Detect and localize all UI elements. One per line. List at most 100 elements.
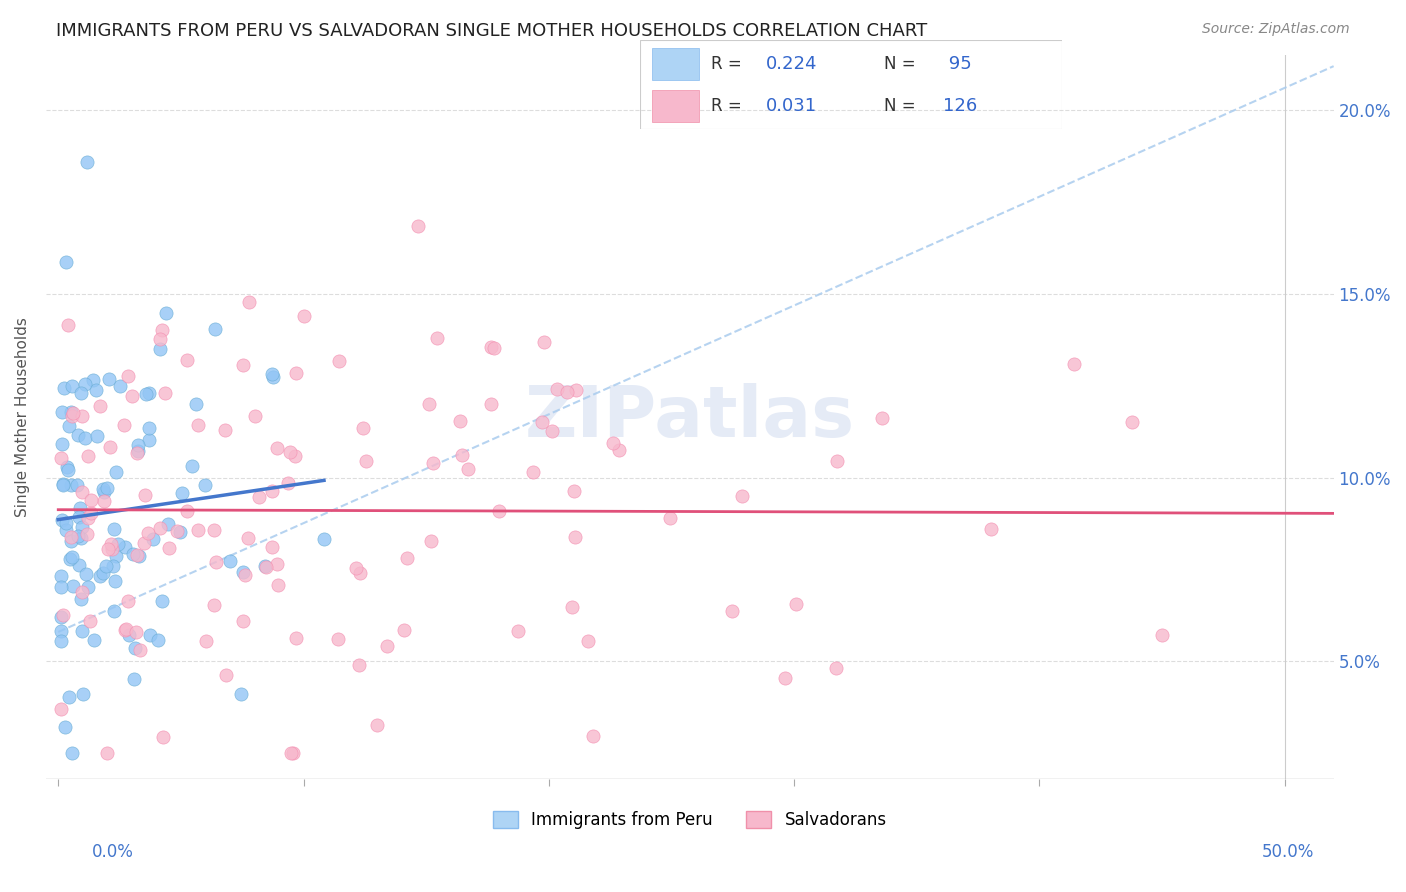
Point	[59, 477, 82, 491]
Point	[186, 397, 208, 411]
Point	[176, 504, 198, 518]
Point	[138, 628, 160, 642]
Point	[125, 625, 148, 640]
Point	[49, 451, 72, 466]
Point	[77, 449, 100, 463]
Point	[214, 423, 236, 437]
Point	[105, 549, 128, 563]
Point	[285, 632, 308, 646]
Point	[129, 643, 152, 657]
Point	[153, 386, 176, 401]
Point	[56, 318, 79, 332]
Point	[278, 445, 301, 459]
Point	[344, 561, 367, 575]
Text: 0.224: 0.224	[766, 55, 818, 73]
Point	[157, 541, 180, 555]
Point	[112, 417, 135, 432]
Point	[135, 387, 157, 401]
Point	[128, 549, 150, 564]
Point	[546, 382, 568, 396]
Point	[284, 449, 307, 463]
Point	[115, 622, 138, 636]
Point	[266, 441, 288, 455]
Point	[60, 746, 83, 760]
Point	[96, 558, 118, 573]
Point	[83, 633, 105, 648]
Point	[138, 386, 160, 401]
Point	[138, 420, 160, 434]
Point	[457, 462, 479, 476]
Point	[67, 529, 90, 543]
Point	[97, 371, 120, 385]
Point	[785, 597, 807, 611]
Point	[215, 668, 238, 682]
Point	[60, 550, 83, 565]
Point	[138, 433, 160, 447]
Point	[75, 431, 97, 445]
Point	[262, 369, 284, 384]
Point	[127, 446, 149, 460]
Point	[89, 568, 111, 582]
Point	[59, 551, 82, 566]
Point	[49, 580, 72, 594]
Point	[114, 540, 136, 554]
Point	[89, 399, 111, 413]
Point	[392, 624, 415, 638]
Point	[56, 460, 79, 475]
Point	[103, 559, 125, 574]
Point	[60, 379, 83, 393]
Point	[124, 641, 146, 656]
Point	[531, 415, 554, 429]
Point	[98, 441, 121, 455]
Text: ZIPatlas: ZIPatlas	[524, 383, 855, 451]
Point	[79, 614, 101, 628]
Point	[205, 555, 228, 569]
Point	[479, 340, 502, 354]
Point	[561, 600, 583, 615]
Point	[51, 405, 73, 419]
Point	[253, 558, 276, 573]
Point	[451, 448, 474, 462]
Point	[187, 417, 209, 432]
Point	[195, 633, 218, 648]
Point	[72, 624, 94, 638]
Point	[232, 565, 254, 579]
Point	[96, 746, 118, 760]
Point	[51, 437, 73, 451]
Point	[395, 551, 418, 566]
Point	[146, 632, 169, 647]
Point	[70, 385, 93, 400]
Point	[56, 463, 79, 477]
Point	[247, 490, 270, 504]
Point	[80, 506, 103, 520]
Bar	[652, 48, 699, 80]
Point	[53, 720, 76, 734]
Point	[449, 414, 471, 428]
Point	[238, 295, 260, 310]
Point	[312, 532, 335, 546]
Point	[150, 594, 173, 608]
Point	[980, 522, 1002, 536]
Point	[169, 524, 191, 539]
Point	[194, 478, 217, 492]
Point	[58, 418, 80, 433]
Point	[60, 409, 83, 423]
Point	[76, 526, 98, 541]
Point	[277, 475, 299, 490]
Point	[170, 486, 193, 500]
Point	[562, 483, 585, 498]
Point	[52, 477, 75, 491]
Point	[86, 429, 108, 443]
Point	[52, 478, 75, 492]
Point	[121, 389, 143, 403]
Point	[117, 594, 139, 608]
Point	[72, 485, 94, 500]
Point	[280, 746, 302, 760]
Point	[872, 411, 894, 425]
Point	[58, 690, 80, 705]
Point	[122, 547, 145, 561]
Point	[84, 383, 107, 397]
Point	[104, 574, 127, 589]
Point	[66, 428, 89, 442]
Point	[155, 306, 177, 320]
